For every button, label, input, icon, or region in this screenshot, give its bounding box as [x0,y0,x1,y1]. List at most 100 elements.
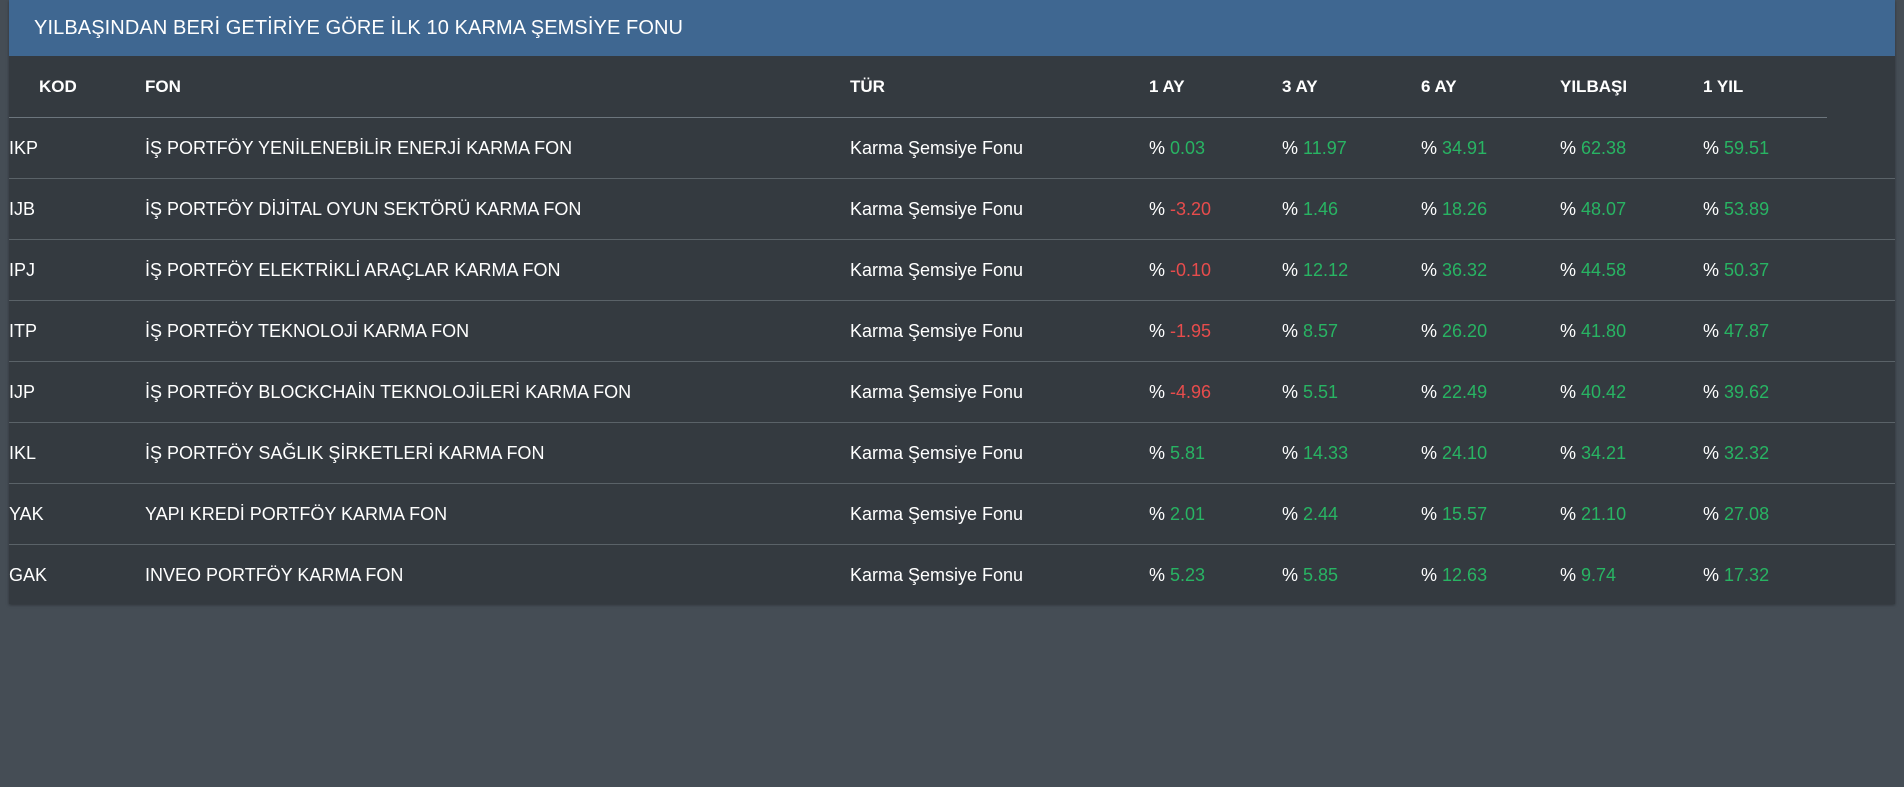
return-1-yil: % 27.08 [1703,483,1827,545]
return-1-yil: % 53.89 [1703,178,1827,240]
percent-sign: % [1421,137,1438,158]
return-value: 14.33 [1303,442,1349,463]
return-3-ay: % 8.57 [1282,300,1421,362]
percent-sign: % [1282,503,1299,524]
column-header-tur[interactable]: TÜR [850,56,1149,118]
return-value: 21.10 [1581,503,1627,524]
column-header-1-yil[interactable]: 1 YIL [1703,56,1827,118]
return-3-ay: % 2.44 [1282,483,1421,545]
return-6-ay: % 36.32 [1421,239,1560,301]
fund-code: IJP [9,361,145,423]
return-yilbasi: % 48.07 [1560,178,1703,240]
percent-sign: % [1282,564,1299,585]
return-6-ay: % 22.49 [1421,361,1560,423]
return-yilbasi: % 34.21 [1560,422,1703,484]
fund-type: Karma Şemsiye Fonu [850,483,1149,545]
return-3-ay: % 5.51 [1282,361,1421,423]
percent-sign: % [1149,198,1166,219]
return-value: 36.32 [1442,259,1488,280]
fund-code: IKP [9,117,145,179]
return-value: 48.07 [1581,198,1627,219]
row-spacer [1827,483,1895,545]
row-spacer [1827,178,1895,240]
table-row[interactable]: IKP İŞ PORTFÖY YENİLENEBİLİR ENERJİ KARMA… [9,117,1895,179]
fund-name: İŞ PORTFÖY SAĞLIK ŞİRKETLERİ KARMA FON [145,422,850,484]
return-6-ay: % 18.26 [1421,178,1560,240]
return-value: 32.32 [1724,442,1770,463]
return-value: 2.44 [1303,503,1339,524]
return-value: 50.37 [1724,259,1770,280]
return-value: 47.87 [1724,320,1770,341]
return-1-yil: % 39.62 [1703,361,1827,423]
column-header-yilbasi[interactable]: YILBAŞI [1560,56,1703,118]
return-yilbasi: % 40.42 [1560,361,1703,423]
column-header-1-ay[interactable]: 1 AY [1149,56,1282,118]
return-yilbasi: % 21.10 [1560,483,1703,545]
return-1-yil: % 32.32 [1703,422,1827,484]
column-header-6-ay[interactable]: 6 AY [1421,56,1560,118]
fund-type: Karma Şemsiye Fonu [850,300,1149,362]
return-value: 18.26 [1442,198,1488,219]
return-1-ay: % 0.03 [1149,117,1282,179]
percent-sign: % [1703,198,1720,219]
fund-table: KOD FON TÜR 1 AY 3 AY 6 AY YILBAŞI 1 YIL… [9,56,1895,605]
table-row[interactable]: YAK YAPI KREDİ PORTFÖY KARMA FON Karma Şem… [9,483,1895,545]
fund-type: Karma Şemsiye Fonu [850,564,1024,585]
return-value: 5.85 [1303,564,1339,585]
table-header-row: KOD FON TÜR 1 AY 3 AY 6 AY YILBAŞI 1 YIL [9,56,1895,118]
return-1-yil: % 17.32 [1703,545,1827,606]
return-value: 53.89 [1724,198,1770,219]
fund-code: IKL [9,422,145,484]
percent-sign: % [1149,442,1166,463]
column-header-kod[interactable]: KOD [9,56,145,118]
column-header-fon[interactable]: FON [145,56,850,118]
percent-sign: % [1703,503,1720,524]
return-yilbasi: % 62.38 [1560,117,1703,179]
percent-sign: % [1703,137,1720,158]
return-1-ay: % 2.01 [1149,483,1282,545]
percent-sign: % [1282,198,1299,219]
return-1-ay: % -4.96 [1149,361,1282,423]
fund-name: İŞ PORTFÖY YENİLENEBİLİR ENERJİ KARMA FO… [145,117,850,179]
percent-sign: % [1560,564,1577,585]
return-value: 8.57 [1303,320,1339,341]
percent-sign: % [1149,564,1166,585]
return-yilbasi: % 9.74 [1560,545,1703,606]
percent-sign: % [1421,442,1438,463]
return-value: 59.51 [1724,137,1770,158]
return-3-ay: % 14.33 [1282,422,1421,484]
table-row[interactable]: IKL İŞ PORTFÖY SAĞLIK ŞİRKETLERİ KARMA FO… [9,422,1895,484]
return-yilbasi: % 41.80 [1560,300,1703,362]
return-1-ay: % 5.23 [1149,545,1282,606]
return-yilbasi: % 44.58 [1560,239,1703,301]
percent-sign: % [1703,564,1720,585]
row-spacer [1827,361,1895,423]
percent-sign: % [1703,442,1720,463]
return-6-ay: % 26.20 [1421,300,1560,362]
fund-type: Karma Şemsiye Fonu [850,178,1149,240]
percent-sign: % [1421,503,1438,524]
return-value: 5.51 [1303,381,1339,402]
percent-sign: % [1560,503,1577,524]
percent-sign: % [1282,381,1299,402]
return-value: -4.96 [1170,381,1212,402]
percent-sign: % [1282,259,1299,280]
return-value: -0.10 [1170,259,1212,280]
fund-name: İŞ PORTFÖY TEKNOLOJİ KARMA FON [145,300,850,362]
fund-name: İŞ PORTFÖY ELEKTRİKLİ ARAÇLAR KARMA FON [145,239,850,301]
table-row[interactable]: ITP İŞ PORTFÖY TEKNOLOJİ KARMA FON Karma Ş… [9,300,1895,362]
return-value: 5.23 [1170,564,1206,585]
fund-name: YAPI KREDİ PORTFÖY KARMA FON [145,483,850,545]
table-row[interactable]: IJP İŞ PORTFÖY BLOCKCHAİN TEKNOLOJİLERİ K… [9,361,1895,423]
return-value: 12.12 [1303,259,1349,280]
return-value: 27.08 [1724,503,1770,524]
return-value: 34.91 [1442,137,1488,158]
table-row[interactable]: IPJ İŞ PORTFÖY ELEKTRİKLİ ARAÇLAR KARMA F… [9,239,1895,301]
column-header-3-ay[interactable]: 3 AY [1282,56,1421,118]
fund-ranking-card: YILBAŞINDAN BERİ GETİRİYE GÖRE İLK 10 KA… [9,0,1895,604]
fund-code: IPJ [9,239,145,301]
table-row[interactable]: IJB İŞ PORTFÖY DİJİTAL OYUN SEKTÖRÜ KARMA… [9,178,1895,240]
percent-sign: % [1560,320,1577,341]
table-row[interactable]: GAK INVEO PORTFÖY KARMA FON Karma Şemsiye … [9,545,1895,606]
fund-name: INVEO PORTFÖY KARMA FON [145,564,404,585]
